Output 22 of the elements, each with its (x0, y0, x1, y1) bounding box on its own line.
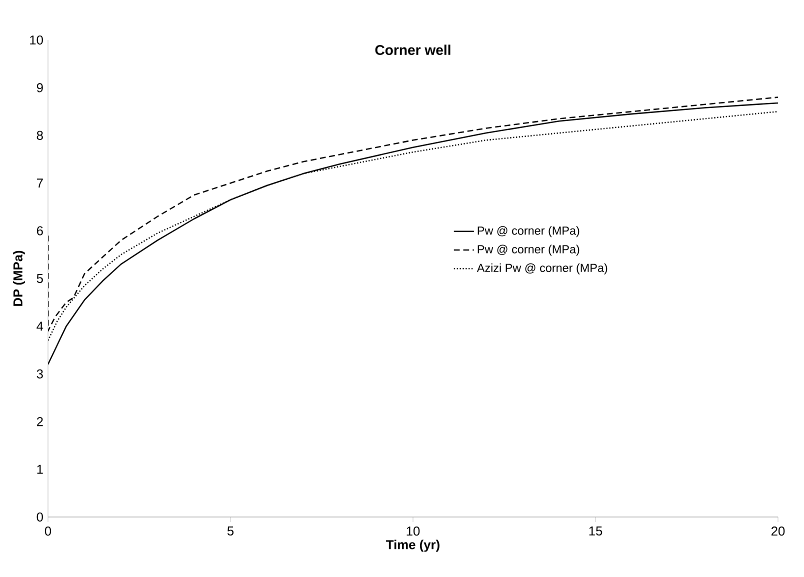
y-tick-label: 5 (36, 274, 43, 283)
y-tick-label: 2 (36, 417, 43, 426)
x-tick-label: 15 (589, 526, 602, 536)
chart-title: Corner well (375, 44, 450, 55)
y-tick-label: 0 (36, 512, 43, 522)
x-axis-title: Time (yr) (386, 540, 440, 552)
y-axis-title: DP (MPa) (12, 250, 25, 306)
x-tick-label: 5 (227, 526, 234, 536)
y-tick-label: 8 (36, 130, 43, 140)
x-tick-label: 10 (406, 526, 420, 536)
legend-label: Pw @ corner (MPa) (478, 226, 580, 238)
x-tick-label: 20 (771, 526, 785, 536)
x-tick-label: 0 (44, 526, 52, 536)
y-tick-label: 7 (36, 178, 43, 188)
y-tick-label: 9 (36, 83, 43, 92)
y-tick-label: 1 (37, 464, 43, 474)
y-tick-label: 3 (36, 369, 43, 378)
y-tick-label: 10 (30, 35, 43, 45)
legend-label: Azizi Pw @ corner (MPa) (476, 263, 608, 274)
legend-label: Pw @ corner (MPa) (478, 244, 580, 256)
y-tick-label: 4 (36, 322, 44, 331)
y-tick-label: 6 (36, 226, 43, 236)
